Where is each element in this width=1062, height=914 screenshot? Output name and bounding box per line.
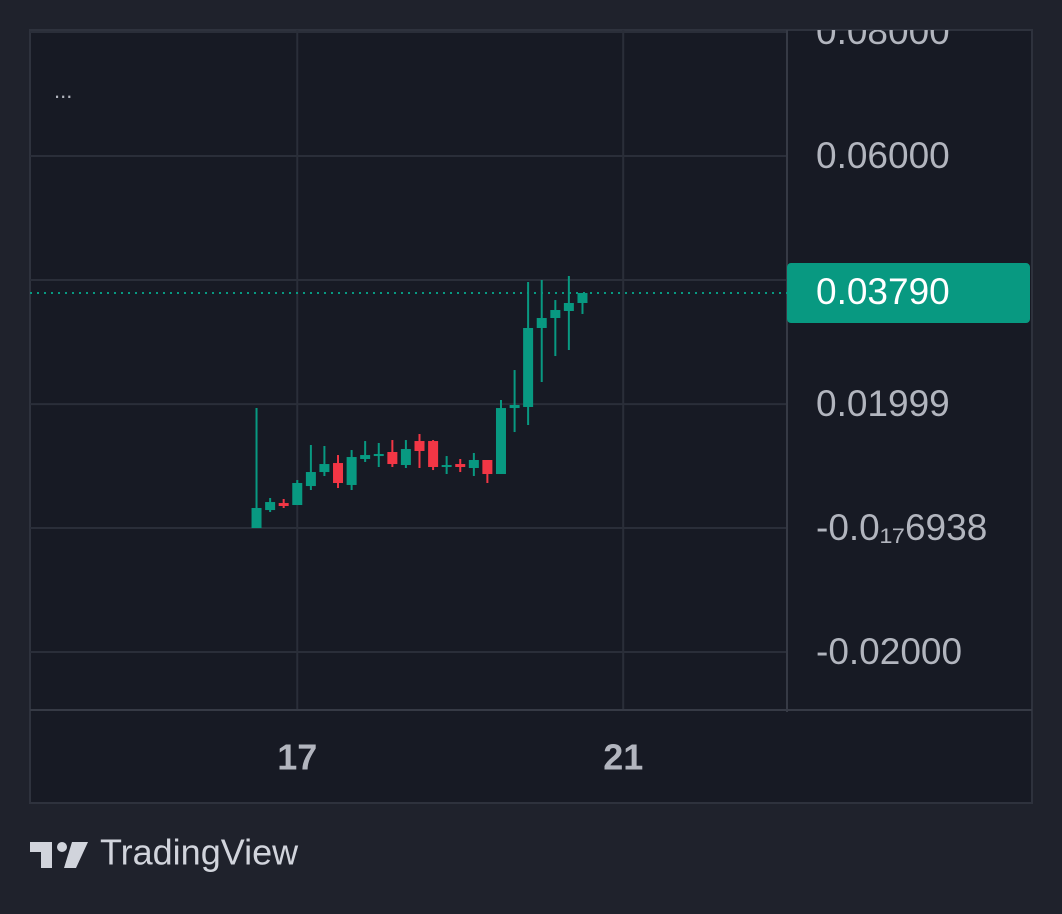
candle-body [278,503,289,507]
candle-body [441,465,452,468]
y-tick-label: 0.08000 [816,11,950,52]
candle-body [265,502,276,511]
y-tick-label: -0.0₁₇6938 [816,507,987,548]
chart-frame [29,29,1033,804]
brand-name: TradingView [100,832,299,873]
candle-body [251,507,262,529]
candle-body [563,303,574,312]
last-price-label: 0.03790 [816,271,950,312]
y-tick-label: 0.01999 [816,383,950,424]
candle-body [333,463,344,484]
candle-body [482,459,493,475]
y-tick-label: 0.06000 [816,135,950,176]
last-price-box [787,263,1030,324]
candle-body [536,318,547,328]
candle-body [387,452,398,465]
y-tick-label: -0.02000 [816,631,962,672]
candle-body [468,459,479,468]
candle-body [509,405,520,409]
candle-body [523,327,534,407]
x-tick-label: 17 [277,737,317,778]
candle-body [550,310,561,319]
candle-body [414,441,425,452]
candle-body [428,441,439,468]
candle-body [346,457,357,485]
candle-body [455,464,466,468]
candle-body [495,408,506,475]
plot-layer: 0.080000.060000.040000.01999-0.0₁₇6938-0… [30,11,1032,712]
candle-body [400,449,411,466]
candle-body [292,483,303,506]
candle-body [373,453,384,457]
candle-body [360,455,371,460]
brand-logo [30,842,88,868]
candle-body [577,293,588,304]
menu[interactable]: ... [54,78,72,103]
x-tick-label: 21 [603,737,643,778]
candle-body [319,464,330,473]
candle-body [305,472,316,487]
